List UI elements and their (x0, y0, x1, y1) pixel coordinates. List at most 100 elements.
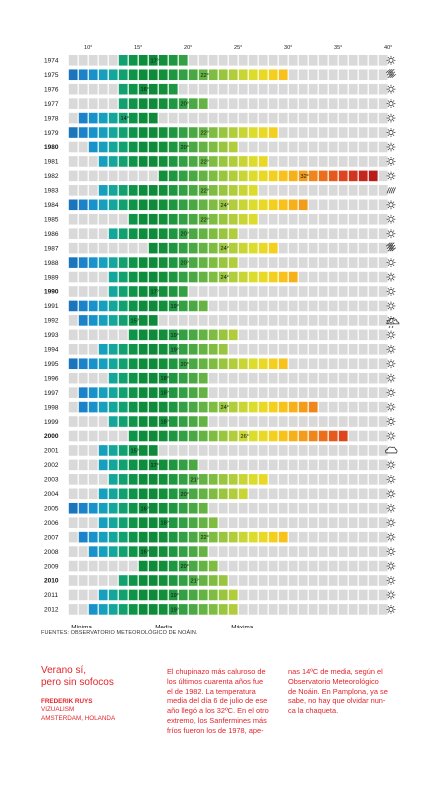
empty-cell (328, 300, 338, 312)
temperature-cell (168, 546, 178, 557)
temperature-cell (68, 199, 78, 211)
temperature-cell (168, 271, 178, 283)
empty-cell (78, 517, 88, 528)
temperature-cell (168, 531, 178, 543)
temperature-cell (128, 575, 138, 586)
empty-cell (328, 560, 338, 572)
empty-cell (318, 286, 328, 297)
empty-cell (278, 445, 288, 456)
temperature-cell (168, 387, 178, 398)
empty-cell (288, 387, 298, 398)
temperature-cell (168, 459, 178, 471)
temperature-cell (258, 199, 268, 211)
empty-cell (258, 416, 268, 427)
empty-cell (338, 416, 348, 427)
author-org: VIZUALISM (41, 706, 75, 714)
empty-cell (358, 242, 368, 254)
year-label: 2007 (44, 534, 59, 541)
temperature-cell (228, 488, 238, 500)
temperature-cell (88, 127, 98, 138)
empty-cell (108, 430, 118, 442)
empty-cell (368, 430, 378, 442)
empty-cell (248, 315, 258, 326)
temperature-cell (98, 459, 108, 471)
empty-cell (68, 604, 78, 615)
empty-cell (68, 228, 78, 239)
temperature-cell (128, 488, 138, 500)
empty-cell (248, 112, 258, 124)
empty-cell (348, 546, 358, 557)
empty-cell (318, 445, 328, 456)
temperature-cell (238, 358, 248, 370)
mean-label: 18° (160, 376, 168, 382)
empty-cell (238, 517, 248, 528)
temperature-cell (198, 517, 208, 528)
temperature-cell (128, 271, 138, 283)
empty-cell (198, 83, 208, 95)
empty-cell (328, 213, 338, 225)
temperature-cell (118, 156, 128, 167)
empty-cell (298, 69, 308, 81)
sun-icon (386, 474, 396, 484)
empty-cell (88, 228, 98, 239)
temperature-cell (158, 531, 168, 543)
temperature-cell (228, 199, 238, 211)
temperature-cell (148, 55, 158, 66)
temperature-cell (308, 430, 318, 442)
empty-cell (288, 228, 298, 239)
mean-label: 21° (190, 579, 198, 585)
temperature-cell (158, 604, 168, 615)
year-label: 2000 (44, 433, 59, 440)
temperature-cell (148, 271, 158, 283)
empty-cell (348, 329, 358, 341)
x-tick-label: 15° (134, 45, 142, 51)
empty-cell (278, 416, 288, 427)
mean-label: 19° (170, 607, 178, 613)
temperature-cell (138, 531, 148, 543)
temperature-cell (198, 416, 208, 427)
temperature-cell (128, 604, 138, 615)
temperature-cell (218, 531, 228, 543)
temperature-cell (148, 387, 158, 398)
temperature-cell (158, 358, 168, 370)
empty-cell (328, 401, 338, 413)
empty-cell (108, 170, 118, 182)
temperature-cell (98, 546, 108, 557)
temperature-cell (158, 55, 168, 66)
empty-cell (338, 98, 348, 109)
empty-cell (88, 185, 98, 196)
temperature-cell (198, 474, 208, 485)
temperature-cell (108, 445, 118, 456)
empty-cell (88, 560, 98, 572)
empty-cell (308, 474, 318, 485)
temperature-cell (138, 69, 148, 81)
empty-cell (218, 286, 228, 297)
empty-cell (308, 589, 318, 601)
temperature-cell (78, 387, 88, 398)
temperature-cell (178, 228, 188, 239)
temperature-cell (198, 575, 208, 586)
empty-cell (338, 83, 348, 95)
empty-cell (308, 488, 318, 500)
empty-cell (378, 170, 388, 182)
temperature-cell (168, 185, 178, 196)
temperature-cell (168, 502, 178, 514)
empty-cell (368, 560, 378, 572)
empty-cell (298, 560, 308, 572)
temperature-cell (88, 112, 98, 124)
empty-cell (328, 358, 338, 370)
temperature-cell (268, 69, 278, 81)
empty-cell (68, 430, 78, 442)
temperature-cell (168, 257, 178, 268)
empty-cell (238, 459, 248, 471)
empty-cell (318, 344, 328, 355)
empty-cell (78, 286, 88, 297)
temperature-cell (108, 156, 118, 167)
empty-cell (368, 416, 378, 427)
empty-cell (368, 156, 378, 167)
temperature-cell (108, 604, 118, 615)
temperature-cell (208, 271, 218, 283)
empty-cell (368, 199, 378, 211)
empty-cell (358, 286, 368, 297)
empty-cell (328, 589, 338, 601)
